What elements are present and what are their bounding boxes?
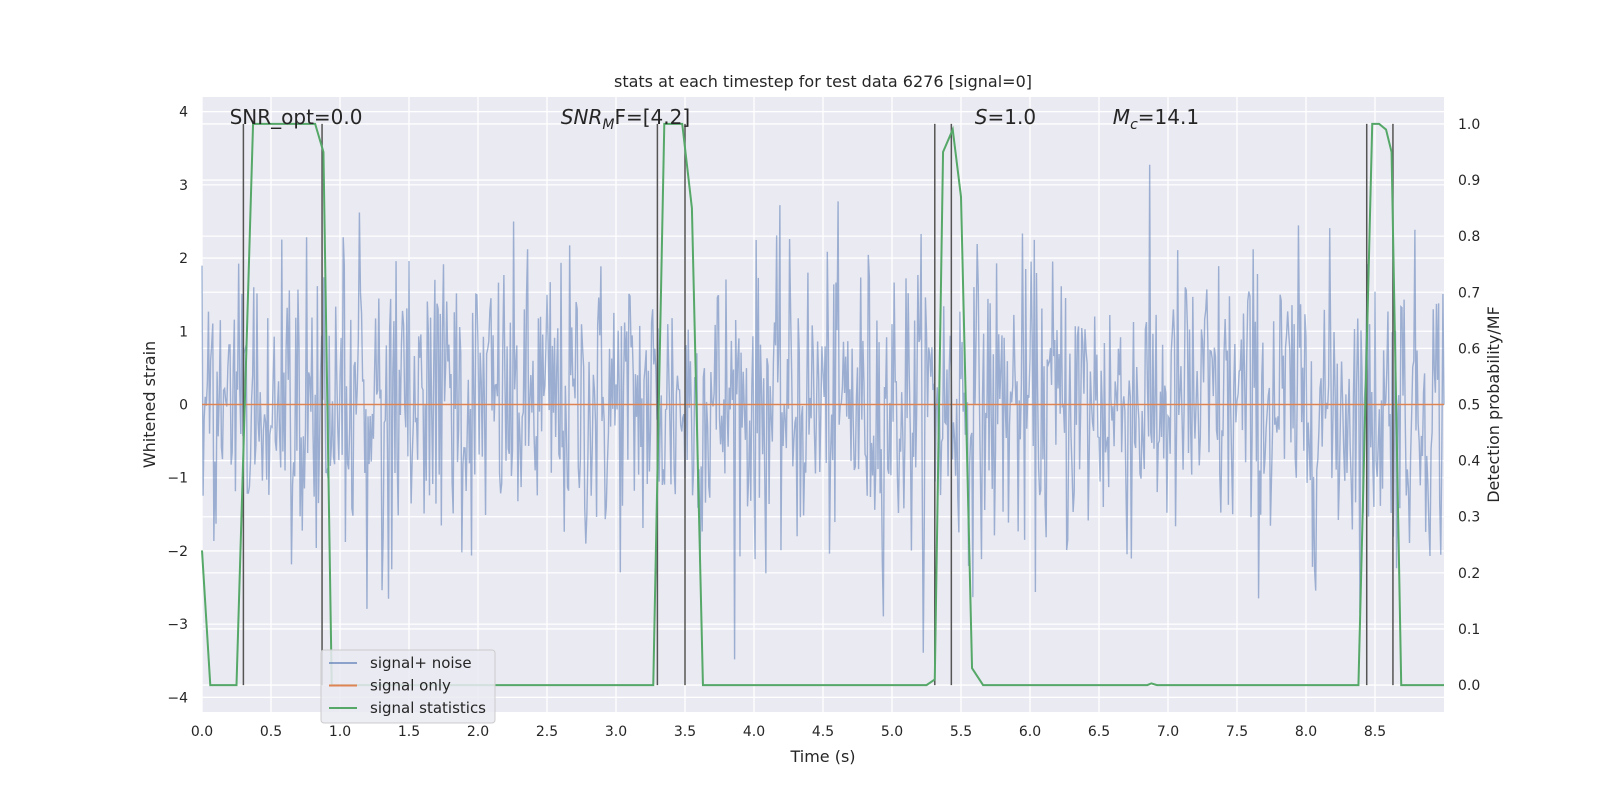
legend-label-signal-only: signal only: [370, 677, 451, 695]
annotation: SNR_opt=0.0: [230, 105, 363, 129]
chart-title: stats at each timestep for test data 627…: [614, 72, 1032, 91]
legend-box: [320, 649, 496, 724]
noise-trace: [201, 164, 1445, 660]
y2-tick-label: 0.5: [1458, 398, 1480, 414]
x-tick-label: 7.5: [1226, 724, 1248, 740]
vertical-markers: [242, 123, 1394, 686]
y2-tick-label: 0.0: [1458, 678, 1480, 694]
x-tick-label: 8.0: [1295, 724, 1317, 740]
x-tick-label: 7.0: [1157, 724, 1179, 740]
x-tick-label: 0.5: [260, 724, 282, 740]
x-axis-label: Time (s): [789, 747, 855, 766]
legend: signal+ noise signal only signal statist…: [320, 649, 496, 724]
axes: 0.0 0.5 1.0 1.5 2.0 2.5 3.0 3.5 4.0 4.5 5.0 5.5 6.0 6…: [167, 105, 1480, 740]
x-tick-label: 6.5: [1088, 724, 1110, 740]
y-tick-label: 1: [179, 324, 188, 340]
signal-statistics-trace: [201, 122, 1444, 687]
y2-tick-label: 0.1: [1458, 622, 1480, 638]
y2-tick-label: 0.2: [1458, 566, 1480, 582]
legend-label-signal-noise: signal+ noise: [370, 654, 472, 672]
y-tick-label: 4: [179, 105, 188, 121]
y2-axis-label: Detection probability/MF: [1484, 306, 1503, 503]
x-tick-label: 6.0: [1019, 724, 1041, 740]
x-tick-label: 5.0: [881, 724, 903, 740]
y-tick-label: 0: [179, 398, 188, 414]
y-axis-label: Whitened strain: [140, 341, 159, 468]
y2-tick-label: 0.8: [1458, 229, 1480, 245]
series-signal-noise: [201, 164, 1445, 660]
x-tick-label: 3.0: [605, 724, 627, 740]
y2-tick-label: 1.0: [1458, 117, 1480, 133]
x-tick-label: 4.0: [743, 724, 765, 740]
x-tick-label: 1.0: [329, 724, 351, 740]
x-tick-label: 3.5: [674, 724, 696, 740]
y2-tick-label: 0.6: [1458, 341, 1480, 357]
annotation: S=1.0: [975, 105, 1036, 129]
y-tick-label: 2: [179, 251, 188, 267]
annotation: SNRMF=[4.2]: [561, 105, 690, 133]
annotation: Mc=14.1: [1113, 105, 1199, 133]
y-tick-label: −3: [167, 617, 188, 633]
series-signal-statistics: [201, 122, 1444, 687]
y2-tick-label: 0.4: [1458, 454, 1480, 470]
x-tick-label: 5.5: [950, 724, 972, 740]
y2-tick-label: 0.9: [1458, 173, 1480, 189]
x-tick-label: 4.5: [812, 724, 834, 740]
x-tick-label: 2.5: [536, 724, 558, 740]
y-tick-label: −2: [167, 544, 188, 560]
y2-tick-label: 0.3: [1458, 510, 1480, 526]
x-tick-label: 1.5: [398, 724, 420, 740]
y-tick-label: −1: [167, 471, 188, 487]
x-tick-label: 0.0: [191, 724, 213, 740]
y-tick-label: 3: [179, 178, 188, 194]
annotations: SNR_opt=0.0 SNRMF=[4.2] S=1.0 Mc=14.1: [230, 105, 1199, 133]
y2-tick-label: 0.7: [1458, 285, 1480, 301]
x-tick-label: 2.0: [467, 724, 489, 740]
y-tick-label: −4: [167, 690, 188, 706]
legend-label-signal-statistics: signal statistics: [370, 699, 486, 717]
x-tick-label: 8.5: [1364, 724, 1386, 740]
